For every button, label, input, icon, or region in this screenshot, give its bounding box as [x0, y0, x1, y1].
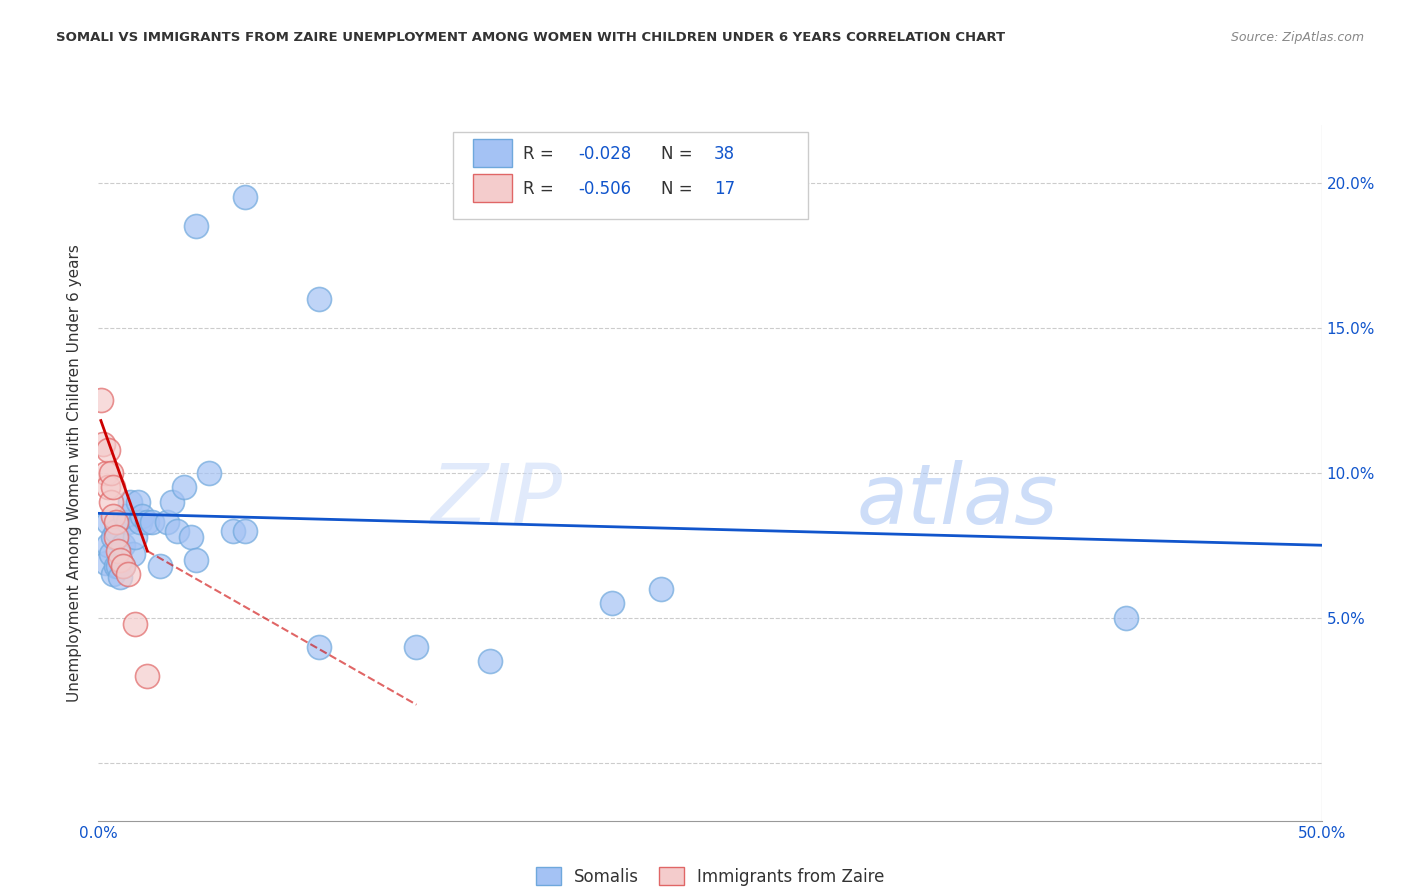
Point [156, 515, 179, 529]
Text: atlas: atlas [856, 460, 1059, 541]
Point [1115, 610, 1137, 624]
Point [90, 393, 112, 408]
Point [120, 494, 142, 508]
Point [94, 466, 117, 480]
Text: ZIP: ZIP [432, 460, 564, 541]
Text: -0.506: -0.506 [578, 180, 631, 198]
Point [600, 596, 623, 610]
Point [97, 515, 120, 529]
Point [97, 442, 120, 457]
Point [104, 515, 127, 529]
Text: R =: R = [523, 145, 558, 163]
Text: -0.028: -0.028 [578, 145, 631, 163]
Point [111, 538, 134, 552]
Point [107, 544, 129, 558]
Point [121, 547, 143, 561]
Point [308, 640, 330, 654]
Text: N =: N = [661, 145, 697, 163]
Point [100, 494, 122, 508]
FancyBboxPatch shape [472, 174, 512, 202]
Point [131, 509, 153, 524]
FancyBboxPatch shape [472, 139, 512, 168]
Point [478, 654, 501, 668]
Point [111, 558, 134, 573]
Point [104, 530, 127, 544]
Point [91, 436, 114, 450]
Point [101, 509, 124, 524]
Point [111, 558, 134, 573]
Point [100, 547, 122, 561]
Point [405, 640, 427, 654]
Text: 17: 17 [714, 180, 735, 198]
Text: SOMALI VS IMMIGRANTS FROM ZAIRE UNEMPLOYMENT AMONG WOMEN WITH CHILDREN UNDER 6 Y: SOMALI VS IMMIGRANTS FROM ZAIRE UNEMPLOY… [56, 31, 1005, 45]
Point [101, 567, 124, 582]
Point [100, 466, 122, 480]
Point [233, 190, 256, 204]
Point [160, 494, 183, 508]
Point [104, 524, 127, 538]
Point [149, 558, 172, 573]
Point [186, 219, 208, 234]
Point [222, 524, 245, 538]
Point [110, 570, 132, 584]
Point [94, 556, 117, 570]
Point [107, 558, 129, 573]
Text: 38: 38 [714, 145, 735, 163]
Point [110, 552, 132, 567]
Point [173, 480, 195, 494]
Point [97, 538, 120, 552]
Point [117, 567, 139, 582]
Point [136, 515, 159, 529]
Point [129, 515, 152, 529]
Point [124, 616, 146, 631]
Point [166, 524, 188, 538]
Point [197, 466, 219, 480]
Point [186, 552, 208, 567]
Y-axis label: Unemployment Among Women with Children Under 6 years: Unemployment Among Women with Children U… [67, 244, 83, 702]
Point [124, 530, 146, 544]
Point [104, 558, 127, 573]
Point [101, 480, 124, 494]
Point [136, 669, 159, 683]
Point [141, 515, 163, 529]
Point [180, 530, 202, 544]
Text: N =: N = [661, 180, 697, 198]
Point [308, 292, 330, 306]
Point [233, 524, 256, 538]
Point [101, 530, 124, 544]
Point [114, 509, 136, 524]
Text: Source: ZipAtlas.com: Source: ZipAtlas.com [1230, 31, 1364, 45]
Text: R =: R = [523, 180, 558, 198]
Point [97, 480, 120, 494]
Point [117, 515, 139, 529]
Point [127, 494, 149, 508]
FancyBboxPatch shape [453, 132, 808, 219]
Point [650, 582, 672, 596]
Legend: Somalis, Immigrants from Zaire: Somalis, Immigrants from Zaire [529, 861, 891, 892]
